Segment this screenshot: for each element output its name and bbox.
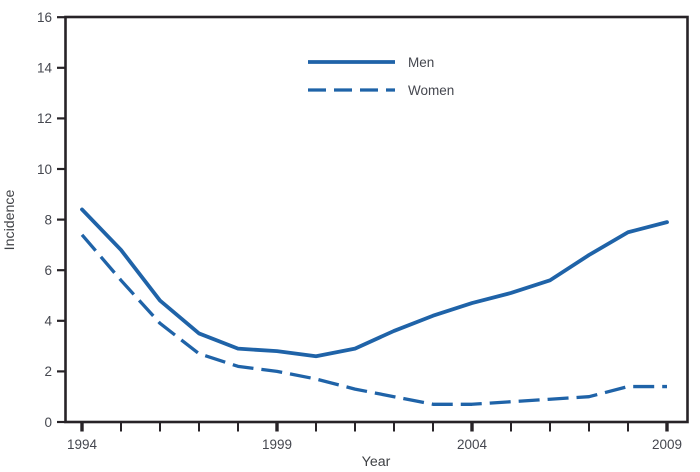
plot-frame (64, 15, 689, 424)
legend: Men Women (308, 55, 454, 98)
y-tick-label: 6 (44, 263, 52, 278)
x-tick-label: 2004 (457, 437, 488, 452)
series-line-men (80, 207, 669, 359)
legend-label-men: Men (408, 55, 434, 70)
y-tick-label: 10 (37, 162, 52, 177)
y-axis-ticks: 0 2 4 6 8 10 12 14 16 (37, 10, 66, 430)
x-tick-label: 2009 (652, 437, 682, 452)
y-tick-label: 16 (37, 10, 52, 25)
x-tick-label: 1999 (262, 437, 292, 452)
y-tick-label: 12 (37, 111, 52, 126)
x-tick-label: 1994 (67, 437, 98, 452)
y-axis-title: Incidence (2, 190, 18, 251)
y-tick-label: 2 (44, 364, 52, 379)
y-tick-label: 0 (44, 415, 52, 430)
y-tick-label: 14 (37, 61, 53, 76)
series-lines (80, 207, 669, 406)
y-tick-label: 4 (44, 314, 52, 329)
x-axis-title: Year (362, 454, 391, 470)
x-axis-ticks: 1994 1999 2004 2009 (67, 423, 682, 452)
y-tick-label: 8 (44, 212, 52, 227)
legend-label-women: Women (408, 83, 454, 98)
